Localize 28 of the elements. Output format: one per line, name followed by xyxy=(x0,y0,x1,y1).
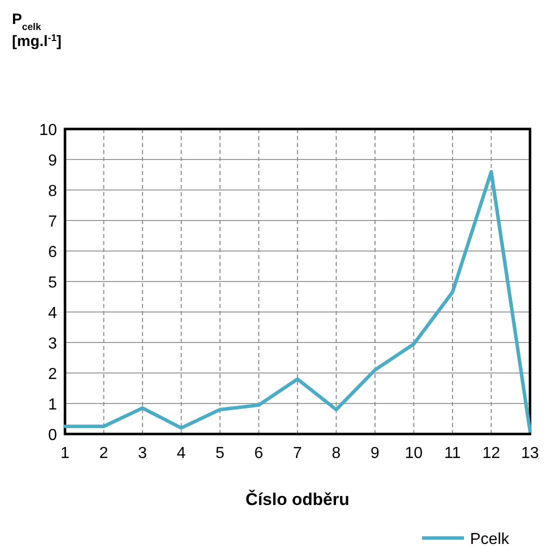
x-tick-label: 11 xyxy=(444,445,461,462)
y-tick-label: 0 xyxy=(48,427,58,444)
y-tick-label: 9 xyxy=(48,152,58,170)
y-tick-label: 1 xyxy=(48,396,58,414)
x-tick-label: 1 xyxy=(60,445,70,462)
x-tick-label: 3 xyxy=(138,445,148,462)
x-tick-label: 4 xyxy=(176,445,186,462)
legend-label: Pcelk xyxy=(470,531,510,546)
x-tick-label: 8 xyxy=(332,445,341,462)
x-tick-label: 9 xyxy=(370,445,380,462)
x-tick-label: 2 xyxy=(99,445,108,462)
y-tick-label: 5 xyxy=(48,274,58,292)
y-tick-label: 10 xyxy=(39,122,58,139)
y-tick-label: 6 xyxy=(48,244,58,261)
x-tick-label: 10 xyxy=(404,445,423,462)
y-tick-label: 8 xyxy=(48,183,58,200)
y-tick-label: 4 xyxy=(48,305,58,322)
y-tick-label: 7 xyxy=(48,214,58,230)
y-axis-title: P$_{celk}$ [mg.l$^{-1}$] xyxy=(12,11,62,50)
x-tick-label: 12 xyxy=(482,445,500,462)
line-series xyxy=(63,170,532,433)
y-tick-label: 3 xyxy=(48,336,58,352)
y-tick-label: 2 xyxy=(48,366,58,383)
x-tick-label: 5 xyxy=(216,445,225,462)
x-tick-label: 13 xyxy=(521,445,539,462)
x-tick-label: 7 xyxy=(293,445,302,462)
x-tick-label: 6 xyxy=(254,445,264,462)
x-axis-title: Číslo odběru xyxy=(246,489,350,509)
